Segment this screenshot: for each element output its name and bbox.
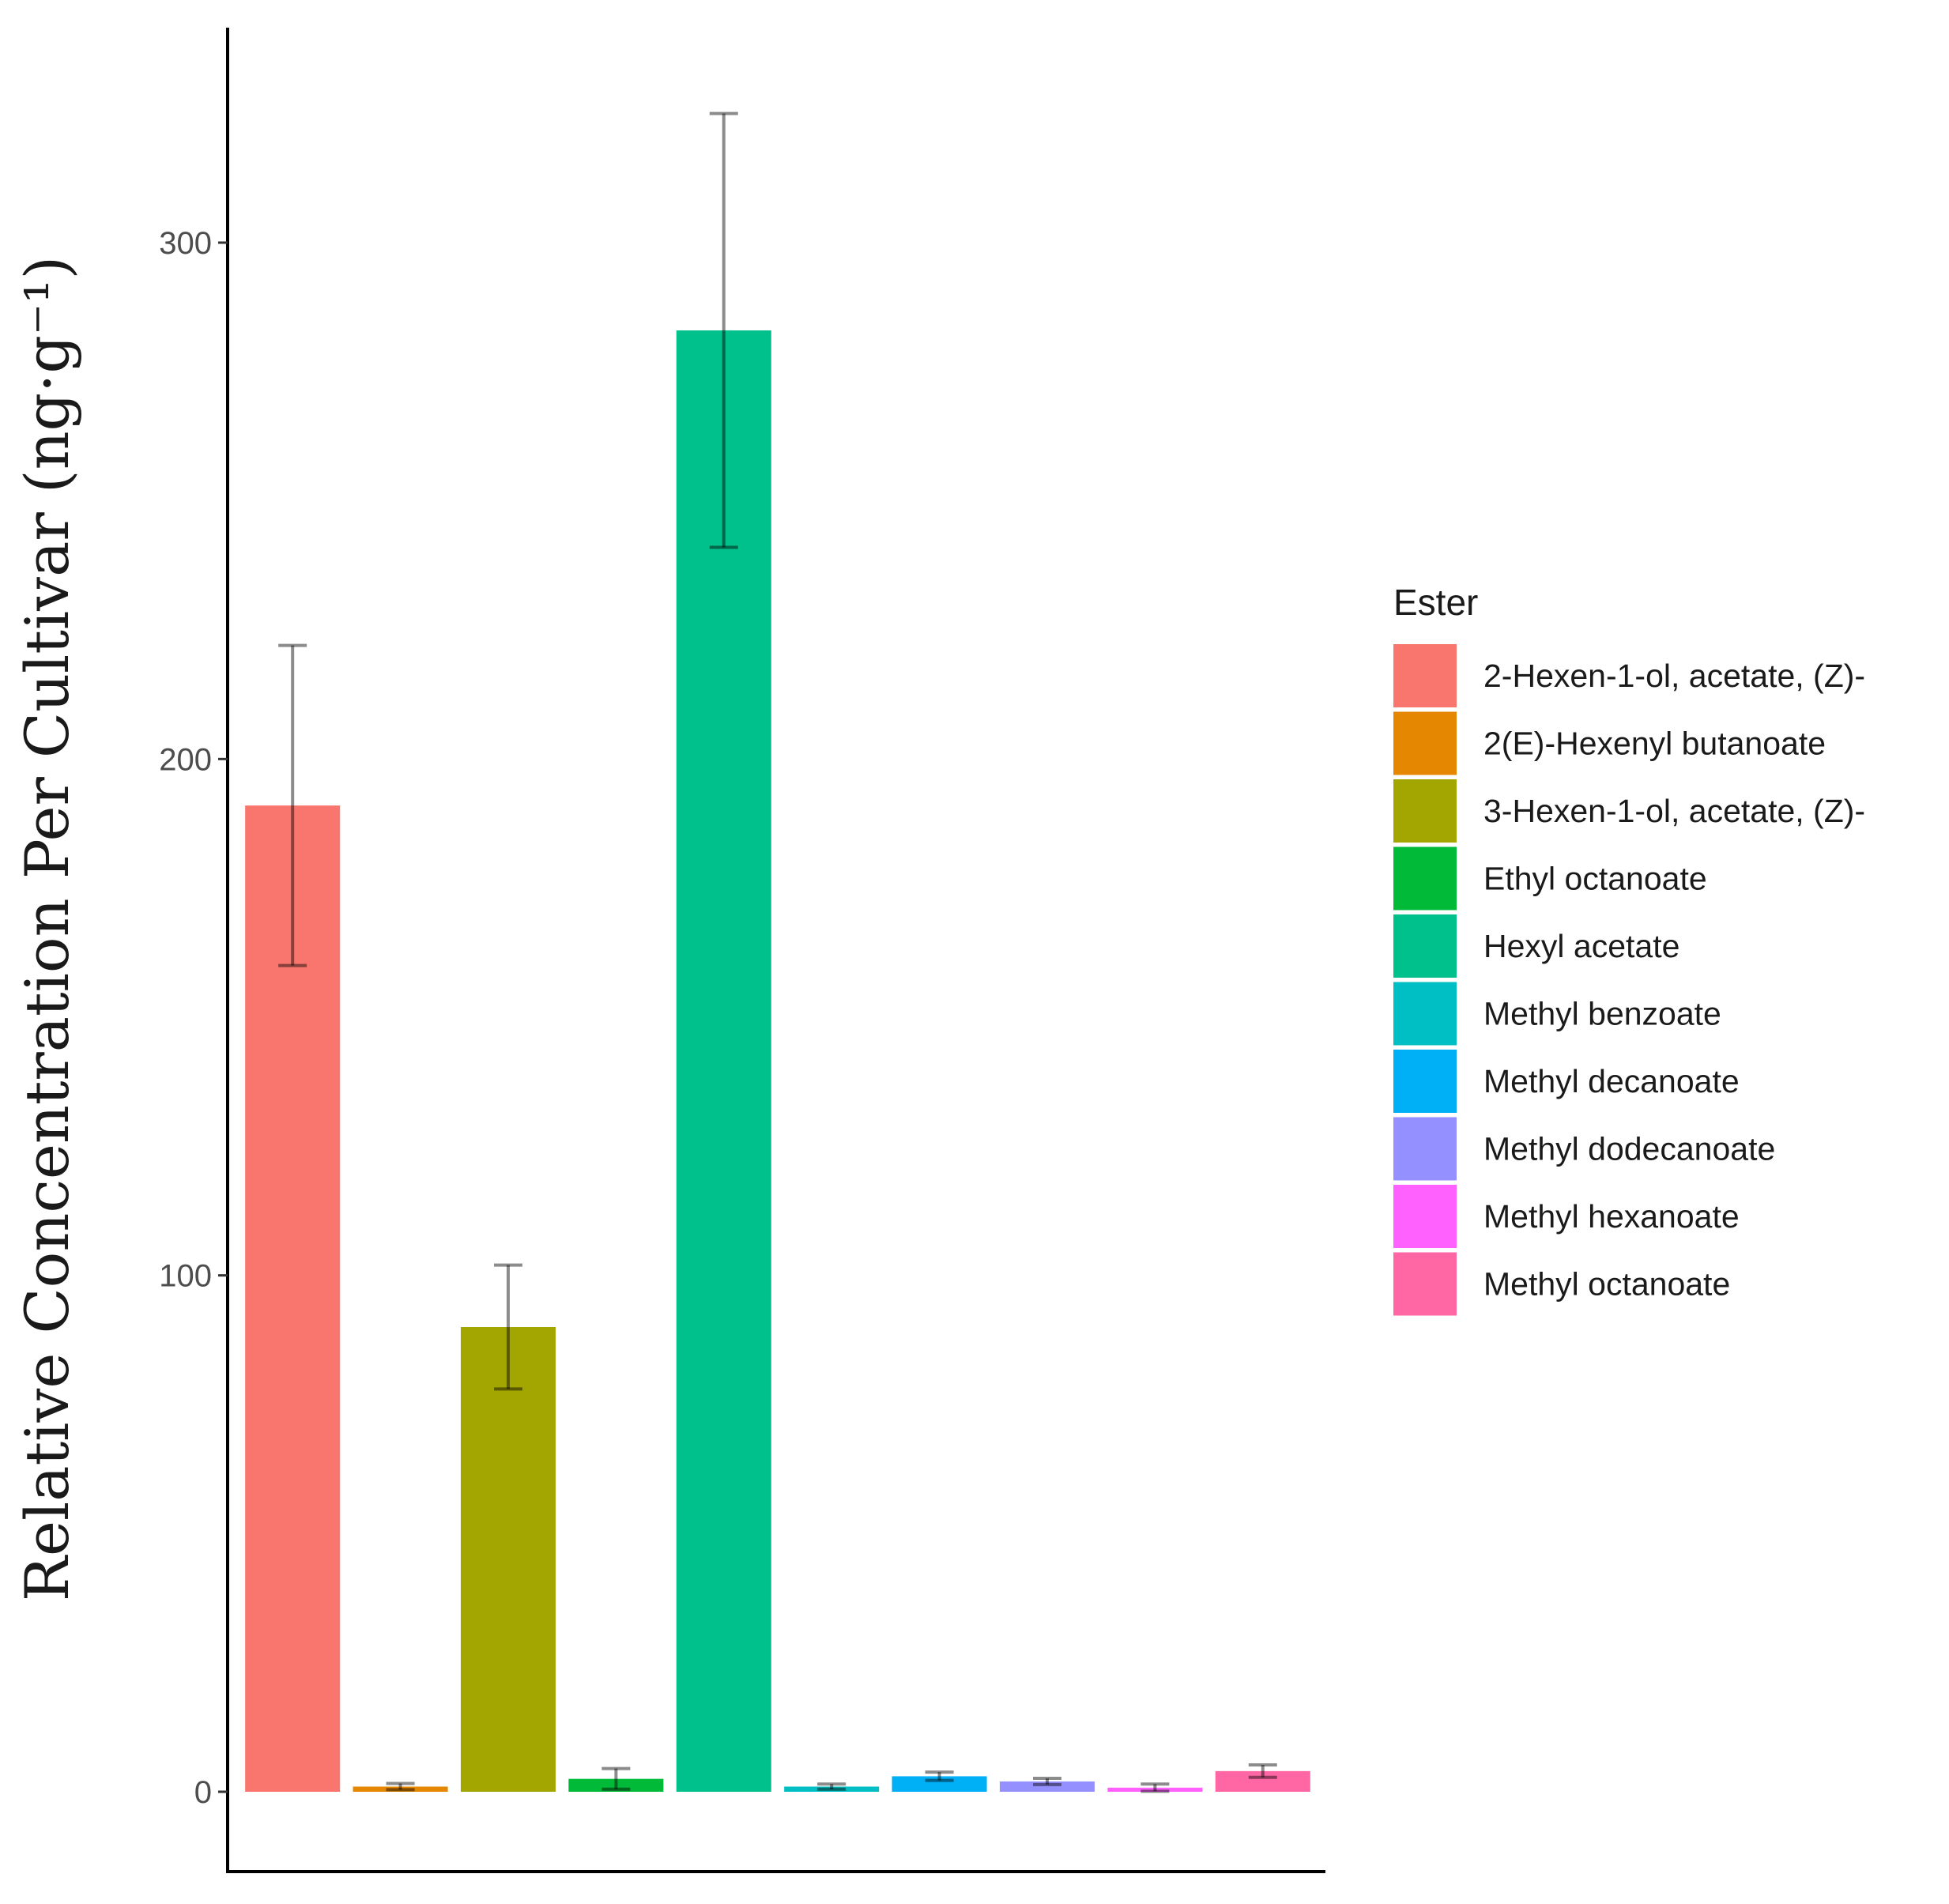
legend-key [1393,644,1457,707]
y-tick-label: 100 [159,1259,212,1294]
legend-label: 2-Hexen-1-ol, acetate, (Z)- [1483,658,1865,694]
bar [1107,1787,1203,1792]
bar [245,805,341,1793]
legend-key [1393,779,1457,843]
legend-key [1393,846,1457,911]
legend-key [1393,982,1457,1046]
legend-label: Methyl benzoate [1483,996,1721,1032]
bar [568,1778,664,1792]
legend: Ester 2-Hexen-1-ol, acetate, (Z)- 2(E)-He… [1393,582,1865,1316]
legend-key [1393,1050,1457,1113]
axes: 0 100 200 300 [159,28,1325,1873]
legend-label: 2(E)-Hexenyl butanoate [1483,726,1826,762]
bar [676,330,771,1793]
legend-label: Methyl hexanoate [1483,1198,1740,1235]
legend-label: Methyl dodecanoate [1483,1131,1775,1167]
legend-label: Hexyl acetate [1483,928,1679,964]
legend-label: 3-Hexen-1-ol, acetate, (Z)- [1483,793,1865,829]
bar [999,1781,1095,1792]
error-bars [278,111,1277,1793]
bar [784,1786,880,1792]
legend-label: Ethyl octanoate [1483,861,1707,897]
y-tick-label: 300 [159,226,212,261]
bar [892,1776,987,1792]
bar [460,1327,556,1792]
legend-key [1393,914,1457,978]
y-tick-label: 200 [159,742,212,777]
bars [245,330,1310,1793]
bar [1215,1770,1310,1792]
bar [352,1786,448,1792]
legend-label: Methyl decanoate [1483,1063,1740,1099]
legend-label: Methyl octanoate [1483,1266,1730,1303]
legend-key [1393,1185,1457,1248]
legend-key [1393,1252,1457,1316]
y-tick-label: 0 [194,1775,212,1810]
legend-key [1393,1117,1457,1181]
legend-key [1393,711,1457,775]
legend-title: Ester [1393,582,1478,623]
y-axis-title: Relative Concentration Per Cultivar (ng·… [12,256,82,1601]
